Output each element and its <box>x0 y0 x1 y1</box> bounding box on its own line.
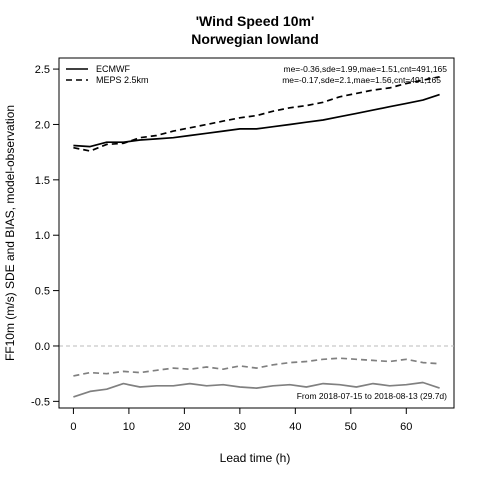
y-axis: -0.5 0.0 0.5 1.0 1.5 2.0 2.5 <box>31 64 59 408</box>
x-tick-label: 10 <box>123 421 135 433</box>
x-tick-label: 0 <box>70 421 76 433</box>
chart-subtitle: Norwegian lowland <box>191 31 319 47</box>
series-layer <box>73 77 439 397</box>
x-tick-label: 50 <box>345 421 357 433</box>
y-tick-label: 2.0 <box>35 119 50 131</box>
plot-frame <box>59 58 454 408</box>
x-tick-label: 20 <box>178 421 190 433</box>
y-tick-label: 0.5 <box>35 286 50 298</box>
stats-ecmwf: me=-0.36,sde=1.99,mae=1.51,cnt=491,165 <box>283 64 447 74</box>
date-range-note: From 2018-07-15 to 2018-08-13 (29.7d) <box>297 391 447 401</box>
legend-label-meps: MEPS 2.5km <box>96 75 149 85</box>
x-tick-label: 30 <box>234 421 246 433</box>
y-tick-label: 0.0 <box>35 341 50 353</box>
chart-title: 'Wind Speed 10m' <box>196 13 315 29</box>
series-line-meps-2-5km-sde <box>73 77 439 151</box>
legend: ECMWF MEPS 2.5km <box>66 64 149 85</box>
x-tick-label: 40 <box>289 421 301 433</box>
y-tick-label: 1.5 <box>35 175 50 187</box>
stats-meps: me=-0.17,sde=2.1,mae=1.56,cnt=491,165 <box>282 75 441 85</box>
y-axis-label: FF10m (m/s) SDE and BIAS, model-observat… <box>3 105 17 361</box>
series-line-ecmwf-sde <box>73 95 439 147</box>
x-tick-label: 60 <box>400 421 412 433</box>
y-tick-label: -0.5 <box>31 396 50 408</box>
y-tick-label: 2.5 <box>35 64 50 76</box>
y-tick-label: 1.0 <box>35 230 50 242</box>
legend-label-ecmwf: ECMWF <box>96 64 130 74</box>
x-axis-label: Lead time (h) <box>220 451 291 465</box>
x-axis: 0 10 20 30 40 50 60 <box>70 408 412 433</box>
series-line-meps-2-5km-bias <box>73 358 439 376</box>
